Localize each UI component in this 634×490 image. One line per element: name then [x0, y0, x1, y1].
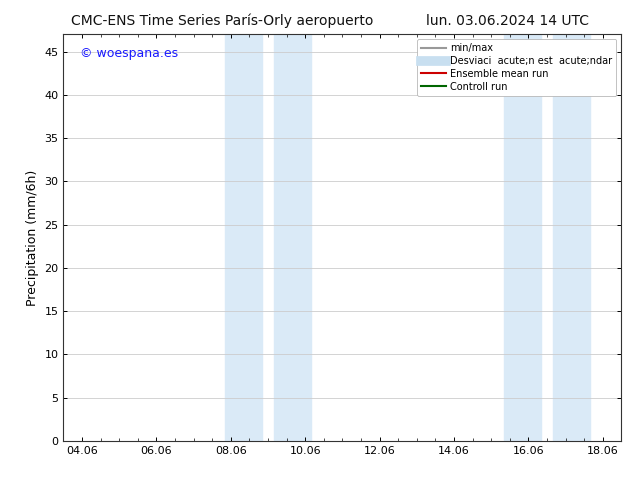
Bar	[552, 34, 590, 441]
Bar	[225, 34, 262, 441]
Bar	[273, 34, 311, 441]
Legend: min/max, Desviaci  acute;n est  acute;ndar, Ensemble mean run, Controll run: min/max, Desviaci acute;n est acute;ndar…	[417, 39, 616, 96]
Text: CMC-ENS Time Series París-Orly aeropuerto: CMC-ENS Time Series París-Orly aeropuert…	[71, 14, 373, 28]
Y-axis label: Precipitation (mm/6h): Precipitation (mm/6h)	[26, 170, 39, 306]
Bar	[504, 34, 541, 441]
Text: lun. 03.06.2024 14 UTC: lun. 03.06.2024 14 UTC	[425, 14, 589, 28]
Text: © woespana.es: © woespana.es	[80, 47, 178, 59]
